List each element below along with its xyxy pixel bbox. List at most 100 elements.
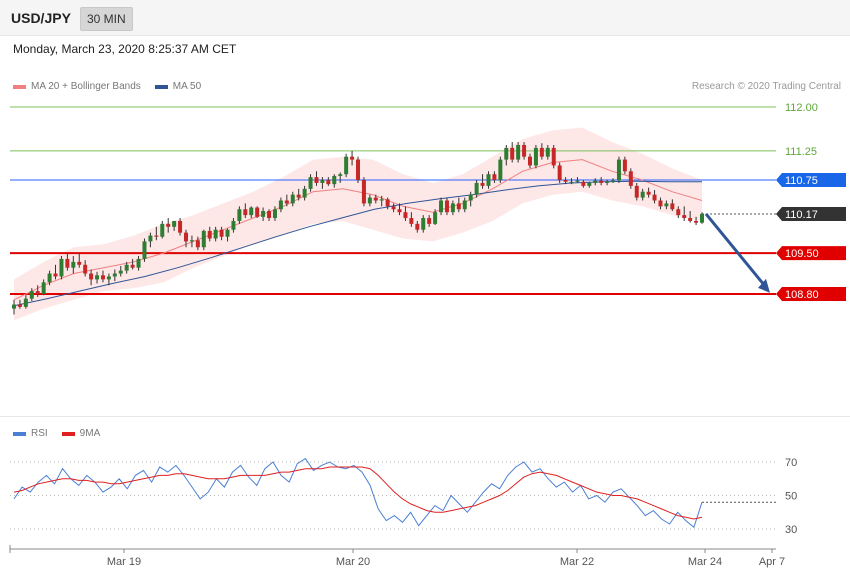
candle-body xyxy=(474,182,479,195)
candle-body xyxy=(664,203,669,207)
candle-body xyxy=(118,270,123,274)
x-tick-label: Mar 19 xyxy=(107,556,141,568)
level-tag-110-75 xyxy=(776,173,846,188)
candle-body xyxy=(510,147,515,160)
candle-body xyxy=(605,181,610,183)
candle-body xyxy=(338,174,343,176)
level-label-109-50: 109.50 xyxy=(785,248,819,260)
legend-item-ma50: MA 50 xyxy=(154,81,202,92)
symbol-title: USD/JPY xyxy=(11,10,71,26)
level-tag-110-17 xyxy=(776,206,846,221)
legend-swatch-rsi xyxy=(13,431,26,436)
candle-body xyxy=(12,304,16,309)
candle-body xyxy=(261,211,266,217)
candle-body xyxy=(130,264,135,268)
candle-body xyxy=(569,181,574,183)
candle-body xyxy=(237,209,242,221)
candle-body xyxy=(136,258,141,268)
rsi-series-9ma xyxy=(13,466,703,520)
legend-label-rsi: RSI xyxy=(31,428,48,439)
candle-body xyxy=(124,264,129,271)
candle-body xyxy=(616,159,621,181)
candle-body xyxy=(112,273,117,277)
candle-body xyxy=(427,218,432,224)
candle-body xyxy=(373,197,378,201)
level-tag-108-80 xyxy=(776,287,846,301)
candle-body xyxy=(557,165,562,181)
candle-body xyxy=(83,264,88,274)
candle-body xyxy=(267,211,272,219)
panel-separator xyxy=(0,416,850,417)
candle-body xyxy=(385,199,390,207)
level-label-108-80: 108.80 xyxy=(785,289,819,301)
candle-body xyxy=(326,180,331,185)
candle-body xyxy=(29,291,34,299)
candle-body xyxy=(284,200,289,204)
candle-body xyxy=(439,200,444,213)
candle-body xyxy=(545,147,550,157)
candle-body xyxy=(456,203,461,210)
x-tick-label: Apr 7 xyxy=(759,556,785,568)
legend-label-9ma: 9MA xyxy=(79,428,101,439)
candle-body xyxy=(415,223,420,230)
candle-body xyxy=(498,159,503,181)
candle-body xyxy=(658,200,663,207)
candle-body xyxy=(599,180,604,183)
candle-body xyxy=(243,209,248,216)
timeframe-button[interactable]: 30 MIN xyxy=(80,7,133,31)
candle-body xyxy=(65,258,70,268)
x-tick-label: Mar 20 xyxy=(336,556,370,568)
candle-body xyxy=(622,159,627,172)
research-credit: Research © 2020 Trading Central xyxy=(691,81,841,92)
legend-item-rsi: RSI xyxy=(13,428,48,439)
candle-body xyxy=(468,194,473,201)
chart-datetime: Monday, March 23, 2020 8:25:37 AM CET xyxy=(13,42,237,56)
candle-body xyxy=(700,213,704,223)
candle-body xyxy=(634,185,639,198)
candle-body xyxy=(587,182,592,186)
candle-body xyxy=(59,258,64,277)
candle-body xyxy=(272,209,277,219)
candle-body xyxy=(539,147,544,157)
level-label-112-00: 112.00 xyxy=(785,102,818,114)
x-tick-label: Mar 22 xyxy=(560,556,594,568)
candle-body xyxy=(391,206,396,210)
candle-body xyxy=(249,207,254,216)
legend-label-ma20: MA 20 + Bollinger Bands xyxy=(31,81,141,92)
candle-body xyxy=(225,229,230,237)
candles xyxy=(12,142,704,315)
candle-body xyxy=(77,261,82,265)
candle-body xyxy=(611,180,616,182)
candle-body xyxy=(450,203,455,213)
candle-body xyxy=(694,220,699,223)
candle-body xyxy=(397,209,402,213)
candle-body xyxy=(533,147,538,166)
candle-body xyxy=(148,235,153,242)
candle-body xyxy=(189,240,194,242)
candle-body xyxy=(172,220,177,227)
level-tag-109-50 xyxy=(776,246,846,261)
legend-swatch-ma50 xyxy=(154,84,168,89)
candle-body xyxy=(184,232,188,242)
candle-body xyxy=(682,215,687,219)
bollinger-band xyxy=(14,127,702,321)
candle-body xyxy=(593,180,598,183)
candle-body xyxy=(195,240,200,248)
candle-body xyxy=(575,180,580,182)
candle-body xyxy=(670,203,675,210)
rsi-legend: RSI 9MA xyxy=(13,428,108,439)
legend-label-ma50: MA 50 xyxy=(172,81,202,92)
candle-body xyxy=(53,273,58,277)
candle-body xyxy=(302,188,307,198)
candle-body xyxy=(350,156,355,160)
candle-body xyxy=(551,147,556,166)
rsi-series-rsi xyxy=(13,457,703,529)
candle-body xyxy=(504,147,509,160)
candle-body xyxy=(207,230,212,239)
ma20-line xyxy=(13,159,703,301)
candle-body xyxy=(160,223,165,237)
candle-body xyxy=(522,144,527,157)
candle-body xyxy=(640,191,645,198)
candle-body xyxy=(581,181,586,186)
